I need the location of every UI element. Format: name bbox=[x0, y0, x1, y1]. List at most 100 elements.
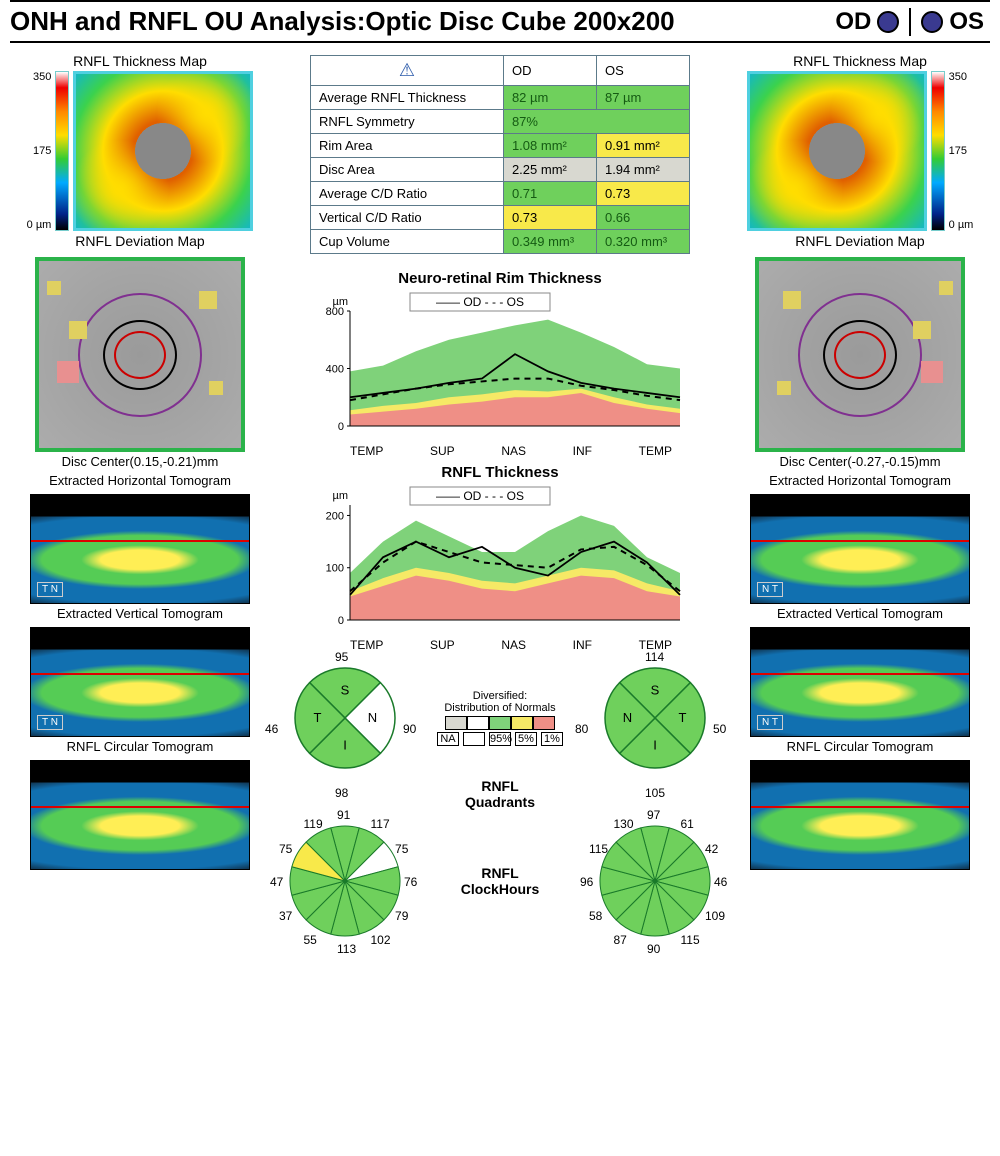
rnfl-chart-wrap: RNFL Thickness 0100200µm—— OD - - - OS T… bbox=[310, 464, 690, 652]
od-quadrant-pie: SNIT95909846 bbox=[285, 658, 405, 778]
svg-text:N: N bbox=[623, 710, 632, 725]
dist-legend-title: Diversified: Distribution of Normals bbox=[444, 690, 555, 714]
svg-text:µm: µm bbox=[332, 296, 348, 308]
od-circle-icon bbox=[877, 11, 899, 33]
table-row: Rim Area1.08 mm²0.91 mm² bbox=[311, 134, 690, 158]
od-ctomo-image bbox=[30, 760, 250, 870]
os-devmap-title: RNFL Deviation Map bbox=[795, 233, 924, 249]
dist-legend-swatches bbox=[445, 716, 555, 730]
svg-text:I: I bbox=[653, 738, 657, 753]
svg-text:400: 400 bbox=[326, 364, 344, 376]
table-row: Vertical C/D Ratio0.730.66 bbox=[311, 206, 690, 230]
scale-max: 350 bbox=[27, 71, 52, 83]
hdr-os: OS bbox=[596, 56, 689, 86]
warn-cell: ⚠ bbox=[311, 56, 504, 86]
param-label: Cup Volume bbox=[311, 230, 504, 254]
quadrants-title: RNFL Quadrants bbox=[465, 778, 535, 810]
rim-chart-wrap: Neuro-retinal Rim Thickness 0400800µm—— … bbox=[310, 270, 690, 458]
param-label: Vertical C/D Ratio bbox=[311, 206, 504, 230]
eye-separator bbox=[909, 8, 911, 36]
os-htomo-image: N T bbox=[750, 494, 970, 604]
os-thickmap-title: RNFL Thickness Map bbox=[793, 53, 927, 69]
param-label: RNFL Symmetry bbox=[311, 110, 504, 134]
dist-legend-block: Diversified: Distribution of Normals NA9… bbox=[437, 690, 563, 746]
os-value: 0.73 bbox=[596, 182, 689, 206]
param-label: Average C/D Ratio bbox=[311, 182, 504, 206]
thickmap-colorbar bbox=[55, 71, 69, 231]
os-vtomo-title: Extracted Vertical Tomogram bbox=[777, 606, 943, 621]
orient-icon: N T bbox=[757, 715, 783, 730]
param-label: Rim Area bbox=[311, 134, 504, 158]
table-row: Disc Area2.25 mm²1.94 mm² bbox=[311, 158, 690, 182]
od-value: 87% bbox=[503, 110, 689, 134]
os-htomo-title: Extracted Horizontal Tomogram bbox=[769, 473, 951, 488]
od-disc-center: Disc Center(0.15,-0.21)mm bbox=[62, 454, 219, 469]
od-value: 1.08 mm² bbox=[503, 134, 596, 158]
summary-header-row: ⚠ OD OS bbox=[311, 56, 690, 86]
os-label: OS bbox=[949, 8, 984, 36]
od-vtomo-image: T N bbox=[30, 627, 250, 737]
scale-min: 0 µm bbox=[27, 219, 52, 231]
os-column: RNFL Thickness Map 350 175 0 µm RNFL Dev… bbox=[730, 51, 990, 946]
od-htomo-image: T N bbox=[30, 494, 250, 604]
os-devmap-image bbox=[755, 257, 965, 452]
thickmap-scale-labels: 350 175 0 µm bbox=[27, 71, 52, 231]
svg-text:S: S bbox=[341, 683, 350, 698]
os-quadrant-pie: STIN1145010580 bbox=[595, 658, 715, 778]
header-bar: ONH and RNFL OU Analysis:Optic Disc Cube… bbox=[10, 0, 990, 43]
od-value: 0.71 bbox=[503, 182, 596, 206]
od-value: 0.73 bbox=[503, 206, 596, 230]
svg-text:T: T bbox=[314, 710, 322, 725]
od-value: 82 µm bbox=[503, 86, 596, 110]
svg-text:0: 0 bbox=[338, 615, 344, 627]
clockhours-title: RNFL ClockHours bbox=[461, 865, 540, 897]
svg-text:0: 0 bbox=[338, 421, 344, 433]
od-value: 0.349 mm³ bbox=[503, 230, 596, 254]
svg-text:200: 200 bbox=[326, 510, 344, 522]
svg-text:N: N bbox=[368, 710, 377, 725]
os-disc-center: Disc Center(-0.27,-0.15)mm bbox=[779, 454, 940, 469]
rim-xlabels: TEMPSUPNASINFTEMP bbox=[310, 444, 690, 458]
table-row: Cup Volume0.349 mm³0.320 mm³ bbox=[311, 230, 690, 254]
orient-icon: T N bbox=[37, 582, 63, 597]
od-devmap-title: RNFL Deviation Map bbox=[75, 233, 204, 249]
page-title: ONH and RNFL OU Analysis:Optic Disc Cube… bbox=[10, 6, 829, 37]
svg-text:I: I bbox=[343, 738, 347, 753]
od-vtomo-title: Extracted Vertical Tomogram bbox=[57, 606, 223, 621]
orient-icon: T N bbox=[37, 715, 63, 730]
od-devmap-image bbox=[35, 257, 245, 452]
os-thickmap: 350 175 0 µm bbox=[747, 71, 974, 231]
os-ctomo-image bbox=[750, 760, 970, 870]
warning-icon: ⚠ bbox=[399, 60, 415, 80]
svg-text:—— OD - - - OS: —— OD - - - OS bbox=[436, 489, 524, 503]
od-column: RNFL Thickness Map 350 175 0 µm RNFL Dev… bbox=[10, 51, 270, 946]
os-ctomo-title: RNFL Circular Tomogram bbox=[787, 739, 934, 754]
od-thickmap-image bbox=[73, 71, 253, 231]
rnfl-xlabels: TEMPSUPNASINFTEMP bbox=[310, 638, 690, 652]
center-column: ⚠ OD OS Average RNFL Thickness82 µm87 µm… bbox=[278, 51, 722, 946]
param-label: Average RNFL Thickness bbox=[311, 86, 504, 110]
table-row: RNFL Symmetry87% bbox=[311, 110, 690, 134]
rnfl-chart: 0 100 200 µm —— OD - - - OS bbox=[310, 485, 690, 635]
svg-text:100: 100 bbox=[326, 563, 344, 575]
os-clockhours-pie: 9761424610911590875896115130 bbox=[590, 816, 720, 946]
os-value: 87 µm bbox=[596, 86, 689, 110]
os-value: 1.94 mm² bbox=[596, 158, 689, 182]
svg-text:S: S bbox=[651, 683, 660, 698]
svg-text:µm: µm bbox=[332, 490, 348, 502]
rim-chart-title: Neuro-retinal Rim Thickness bbox=[310, 270, 690, 287]
table-row: Average RNFL Thickness82 µm87 µm bbox=[311, 86, 690, 110]
od-thickmap-title: RNFL Thickness Map bbox=[73, 53, 207, 69]
od-value: 2.25 mm² bbox=[503, 158, 596, 182]
thickmap-colorbar bbox=[931, 71, 945, 231]
thickmap-scale-labels: 350 175 0 µm bbox=[949, 71, 974, 231]
od-ctomo-title: RNFL Circular Tomogram bbox=[67, 739, 214, 754]
summary-table: ⚠ OD OS Average RNFL Thickness82 µm87 µm… bbox=[310, 55, 690, 254]
orient-icon: N T bbox=[757, 582, 783, 597]
table-row: Average C/D Ratio0.710.73 bbox=[311, 182, 690, 206]
svg-text:—— OD - - - OS: —— OD - - - OS bbox=[436, 295, 524, 309]
od-clockhours-pie: 9111775767910211355374775119 bbox=[280, 816, 410, 946]
param-label: Disc Area bbox=[311, 158, 504, 182]
quadrants-row: SNIT95909846 Diversified: Distribution o… bbox=[285, 658, 715, 778]
od-htomo-title: Extracted Horizontal Tomogram bbox=[49, 473, 231, 488]
